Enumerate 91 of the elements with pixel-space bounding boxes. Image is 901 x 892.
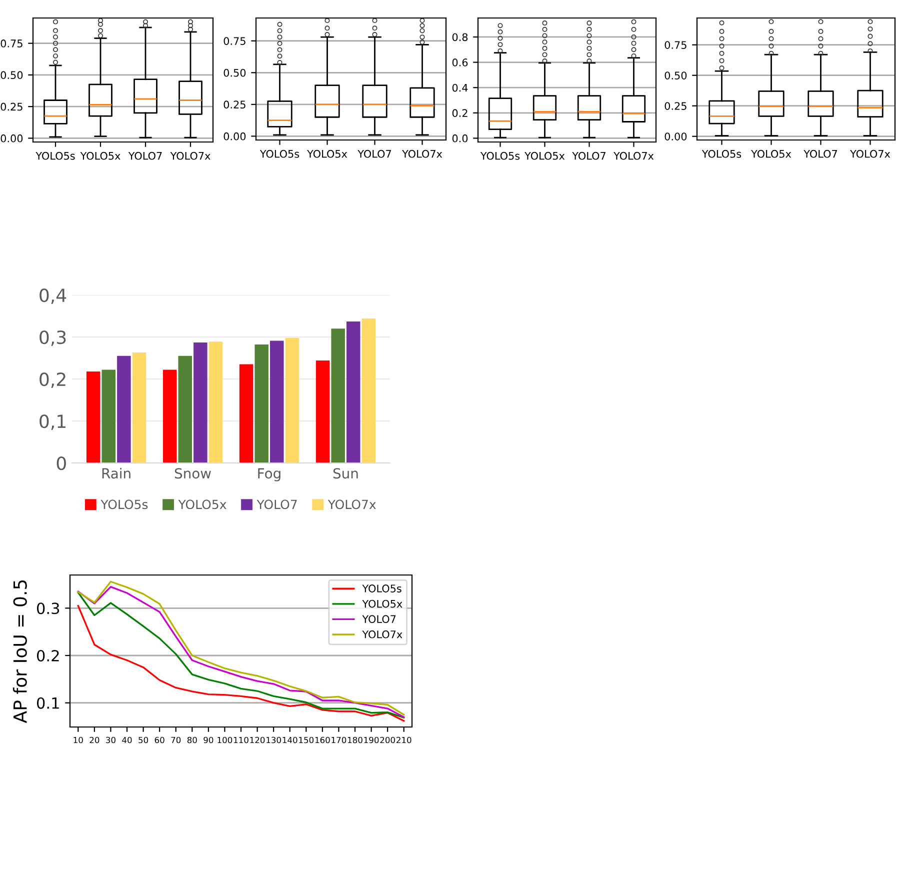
y-tick-label: 0.1 [36,697,59,709]
y-tick-label: 0.75 [0,40,22,48]
x-tick-label: 40 [122,736,132,744]
bar [239,364,254,463]
legend-label: YOLO7 [362,615,396,624]
x-tick-label: 150 [299,736,314,744]
x-tick-label: YOLO5x [524,152,565,160]
bar [346,321,360,463]
y-tick-label: 0.50 [664,72,687,80]
x-tick-label: 200 [380,736,395,744]
bar [331,328,345,463]
x-tick-label: 130 [266,736,281,744]
y-tick-label: 0.2 [36,650,59,662]
bar [362,318,376,463]
x-tick-label: 110 [234,736,248,744]
bar [117,356,131,463]
y-tick-label: 0.8 [452,33,468,42]
y-axis-title: AP for IoU = 0.5 [12,580,27,724]
x-tick-label: 170 [332,736,346,744]
x-tick-label: 190 [364,736,379,744]
x-tick-label: Fog [258,468,280,482]
bar [270,340,284,463]
bar [316,360,330,463]
bar [285,338,300,463]
x-tick-label: Sun [333,468,358,479]
x-tick-label: 70 [171,736,181,744]
y-tick-label: 0.25 [664,102,686,110]
x-tick-label: Snow [174,468,211,479]
y-tick-label: 0.4 [452,84,468,92]
x-tick-label: YOLO5s [260,150,300,158]
x-tick-label: YOLO7x [614,152,654,160]
x-tick-label: YOLO5x [751,150,792,158]
x-tick-label: YOLO7 [804,150,837,158]
y-tick-label: 0.75 [664,41,686,49]
legend-label: YOLO5s [100,500,148,510]
y-tick-label: 0.50 [224,68,246,77]
x-tick-label: 210 [396,736,412,744]
y-tick-label: 0,1 [40,414,66,430]
x-tick-label: YOLO7 [128,152,162,160]
y-tick-label: 0,2 [40,372,66,388]
x-tick-label: 80 [187,736,197,744]
x-tick-label: 60 [154,736,164,744]
y-tick-label: 0.3 [36,602,60,614]
bar [162,370,177,463]
legend-label: YOLO5x [362,600,402,608]
x-tick-label: Rain [102,468,130,479]
legend-label: YOLO5s [362,584,402,592]
legend-label: YOLO7x [362,630,402,638]
x-tick-label: 20 [90,736,100,744]
bar [254,344,268,463]
x-tick-label: 50 [138,736,148,744]
y-tick-label: 0.00 [224,132,246,140]
x-tick-label: 10 [74,736,83,744]
x-tick-label: 100 [218,736,232,744]
x-tick-label: 140 [282,736,298,744]
x-tick-label: YOLO5s [36,152,75,160]
bar [102,370,116,463]
x-tick-label: YOLO5s [702,150,742,158]
y-tick-label: 0.75 [224,37,246,45]
bar [86,371,100,463]
y-tick-label: 0,3 [40,330,66,346]
bar [208,342,223,463]
y-tick-label: 0 [56,456,66,470]
y-tick-label: 0.50 [0,71,23,80]
x-tick-label: 90 [204,736,214,744]
y-tick-label: 0.00 [664,132,687,140]
x-tick-label: 30 [106,736,116,744]
y-tick-label: 0.00 [0,134,23,142]
x-tick-label: YOLO5s [480,152,520,160]
y-tick-label: 0,4 [40,288,66,304]
x-tick-label: YOLO7x [850,150,890,158]
legend-label: YOLO7 [256,500,297,510]
x-tick-label: 120 [250,736,265,744]
x-tick-label: YOLO7x [170,152,210,160]
y-tick-label: 0.25 [224,100,246,109]
x-tick-label: YOLO7 [358,150,391,158]
x-tick-label: YOLO5x [80,152,120,160]
bar [132,352,146,463]
x-tick-label: 160 [315,736,330,744]
x-tick-label: YOLO7x [402,150,442,158]
y-tick-label: 0.25 [0,102,22,111]
x-tick-label: YOLO7 [572,152,606,160]
bar [194,342,208,463]
y-tick-label: 0.6 [452,58,468,66]
legend-label: YOLO7x [328,500,376,510]
y-tick-label: 0.2 [452,109,468,118]
bar [178,356,192,463]
legend-label: YOLO5x [178,500,226,510]
y-tick-label: 0.0 [452,134,468,142]
x-tick-label: YOLO5x [307,150,348,158]
x-tick-label: 180 [348,736,362,744]
